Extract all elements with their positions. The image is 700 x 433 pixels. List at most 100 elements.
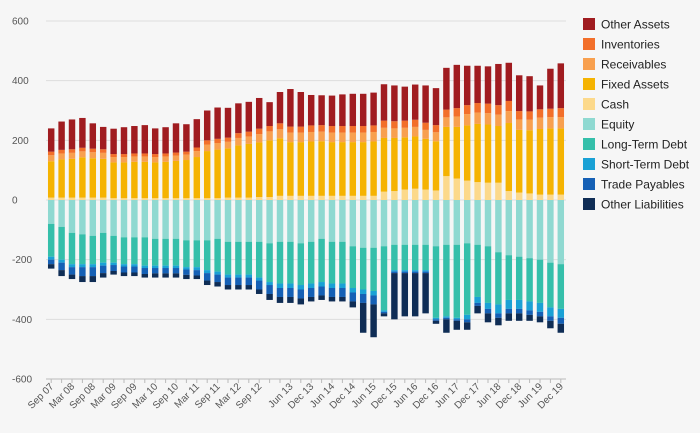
- bar-segment: [349, 93, 357, 127]
- bar-segment: [297, 298, 305, 305]
- bar-segment: [131, 161, 138, 199]
- bar-segment: [547, 262, 554, 308]
- bar-segment: [224, 148, 232, 198]
- bar-segment: [401, 120, 409, 128]
- bar-segment: [328, 296, 336, 302]
- bar-segment: [349, 142, 357, 196]
- bar-segment: [474, 305, 481, 314]
- bar-segment: [443, 176, 450, 200]
- bar-segment: [172, 155, 180, 161]
- bar-segment: [380, 120, 388, 128]
- bar-segment: [547, 194, 554, 200]
- bar-segment: [484, 182, 492, 200]
- bar-segment: [391, 137, 398, 192]
- bar-segment: [131, 264, 138, 267]
- bar-segment: [245, 197, 253, 200]
- bar-segment: [245, 101, 253, 132]
- bar-segment: [318, 238, 325, 283]
- legend: Other Assets Inventories Receivables Fixed …: [583, 18, 690, 212]
- bar-segment: [505, 308, 513, 314]
- bar-segment: [224, 197, 232, 200]
- bar-segment: [183, 124, 190, 152]
- y-tick-label: 400: [12, 76, 29, 87]
- bar-segment: [401, 200, 409, 245]
- bar-segment: [224, 241, 232, 275]
- bar-segment: [349, 292, 357, 302]
- legend-swatch: [583, 18, 595, 30]
- bar-segment: [526, 258, 533, 302]
- bar-segment: [370, 200, 377, 248]
- bar-segment: [401, 127, 409, 138]
- legend-swatch: [583, 178, 595, 190]
- bar-segment: [287, 283, 294, 289]
- y-tick-label: 600: [12, 17, 29, 28]
- bar-segment: [411, 188, 419, 200]
- bar-segment: [183, 269, 190, 275]
- bar-segment: [526, 76, 533, 112]
- bar-segment: [411, 200, 419, 245]
- bar-segment: [172, 198, 180, 200]
- bar-segment: [432, 319, 440, 321]
- bar-segment: [536, 128, 544, 195]
- bar-segment: [276, 283, 284, 289]
- bar-segment: [141, 161, 149, 199]
- bar-segment: [120, 127, 128, 155]
- bar-segment: [58, 149, 65, 154]
- bar-segment: [328, 200, 336, 242]
- bar-segment: [307, 288, 315, 297]
- bar-segment: [443, 319, 450, 333]
- bar-segment: [224, 285, 232, 290]
- bar-segment: [255, 277, 263, 281]
- bar-segment: [224, 200, 232, 242]
- bar-segment: [245, 136, 253, 144]
- bar-segment: [557, 323, 565, 333]
- bar-segment: [276, 288, 284, 297]
- bar-segment: [318, 286, 325, 296]
- bar-segment: [297, 195, 305, 200]
- bar-segment: [266, 197, 273, 200]
- legend-swatch: [583, 58, 595, 70]
- bar-segment: [453, 320, 461, 330]
- bar-segment: [380, 127, 388, 138]
- bar-segment: [359, 126, 367, 133]
- legend-swatch: [583, 118, 595, 130]
- bar-segment: [224, 107, 232, 138]
- bar-segment: [287, 132, 294, 143]
- bar-segment: [245, 241, 253, 275]
- bar-segment: [370, 290, 377, 296]
- bar-segment: [474, 112, 481, 124]
- bar-segment: [68, 200, 76, 233]
- bar-segment: [463, 322, 471, 330]
- bar-segment: [141, 265, 149, 269]
- legend-label: Other Liabilities: [601, 198, 684, 212]
- bar-segment: [307, 200, 315, 242]
- bar-segment: [536, 117, 544, 129]
- bar-segment: [131, 200, 138, 238]
- bar-segment: [235, 285, 242, 290]
- bar-segment: [203, 270, 211, 274]
- bar-segment: [151, 268, 159, 274]
- bar-segment: [318, 200, 325, 239]
- bar-segment: [391, 191, 398, 200]
- bar-segment: [515, 313, 523, 321]
- bar-segment: [391, 200, 398, 245]
- bar-segment: [505, 255, 513, 300]
- bar-segment: [183, 160, 190, 199]
- bar-segment: [328, 142, 336, 196]
- bar-segment: [339, 142, 346, 196]
- bar-segment: [453, 317, 461, 320]
- bar-segment: [162, 273, 169, 278]
- bar-segment: [297, 285, 305, 290]
- bar-segment: [359, 302, 367, 333]
- bar-segment: [328, 195, 336, 200]
- bar-segment: [183, 267, 190, 270]
- bar-segment: [287, 126, 294, 133]
- bar-segment: [68, 119, 76, 150]
- bar-segment: [172, 152, 180, 156]
- bar-segment: [162, 161, 169, 199]
- bar-segment: [172, 123, 180, 153]
- bar-segment: [328, 288, 336, 297]
- bar-segment: [193, 151, 201, 158]
- bar-segment: [547, 307, 554, 317]
- bar-segment: [110, 265, 117, 272]
